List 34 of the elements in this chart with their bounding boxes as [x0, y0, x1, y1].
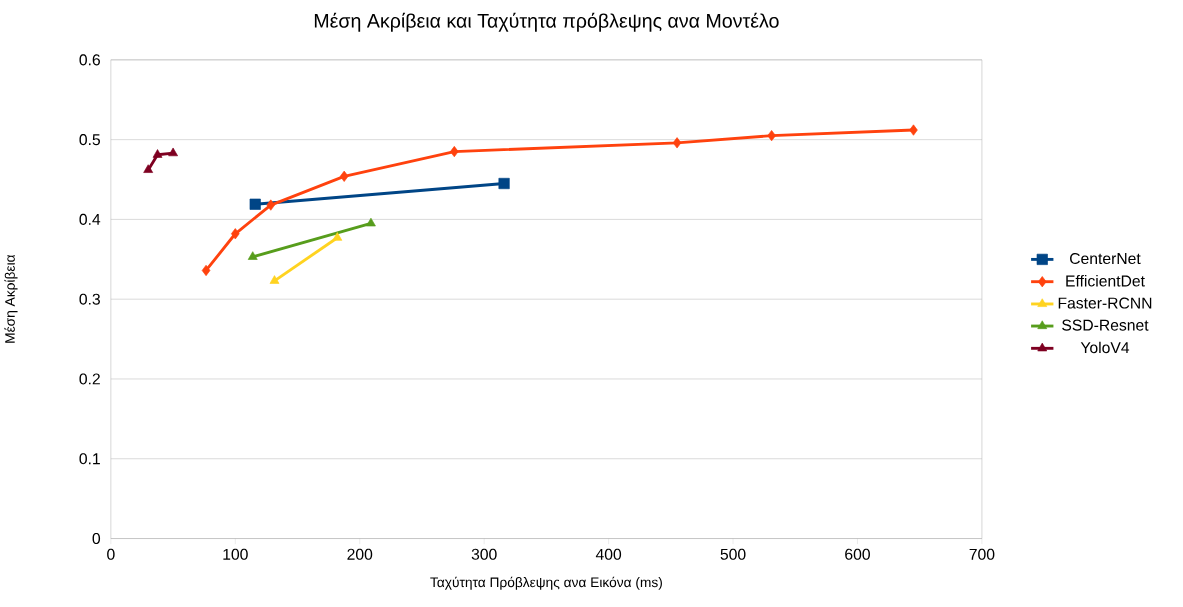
y-axis-title: Μέση Ακρίβεια: [4, 254, 18, 343]
point: [152, 149, 163, 158]
y-tick-label: 0.2: [79, 373, 100, 385]
point: [339, 170, 349, 182]
y-tick-label: 0.4: [79, 213, 101, 225]
point: [249, 198, 261, 210]
point: [266, 199, 276, 211]
y-tick-label: 0.5: [79, 133, 100, 146]
point: [672, 137, 682, 149]
x-tick-label: 0: [107, 548, 115, 560]
x-axis-title: Ταχύτητα Πρόβλεψης ανα Εικόνα (ms): [430, 576, 662, 590]
y-tick-label: 0.3: [79, 293, 100, 305]
point: [909, 124, 918, 136]
point: [231, 228, 240, 240]
y-tick-label: 0.1: [79, 453, 100, 465]
x-tick-label: 600: [845, 548, 870, 560]
x-tick-label: 500: [720, 548, 746, 560]
x-tick-label: 300: [471, 548, 497, 560]
point: [201, 264, 211, 276]
y-tick-label: 0.6: [79, 54, 100, 66]
point: [143, 164, 154, 173]
point: [498, 177, 510, 189]
y-tick-label: 0: [92, 532, 101, 544]
legend-label: EfficientDet: [1066, 274, 1145, 287]
x-tick-label: 200: [347, 548, 373, 560]
legend-label: YoloV4: [1080, 341, 1130, 354]
x-tick-label: 700: [969, 548, 995, 560]
point: [168, 147, 178, 157]
x-tick-label: 100: [223, 548, 248, 560]
legend-label: Faster-RCNN: [1058, 297, 1152, 309]
chart-title: Μέση Ακρίβεια και Ταχύτητα πρόβλεψης ανα Μοντέλο: [314, 12, 779, 32]
x-tick-label: 400: [595, 548, 622, 560]
legend-label: SSD-Resnet: [1062, 319, 1149, 331]
legend-label: CenterNet: [1070, 252, 1141, 264]
